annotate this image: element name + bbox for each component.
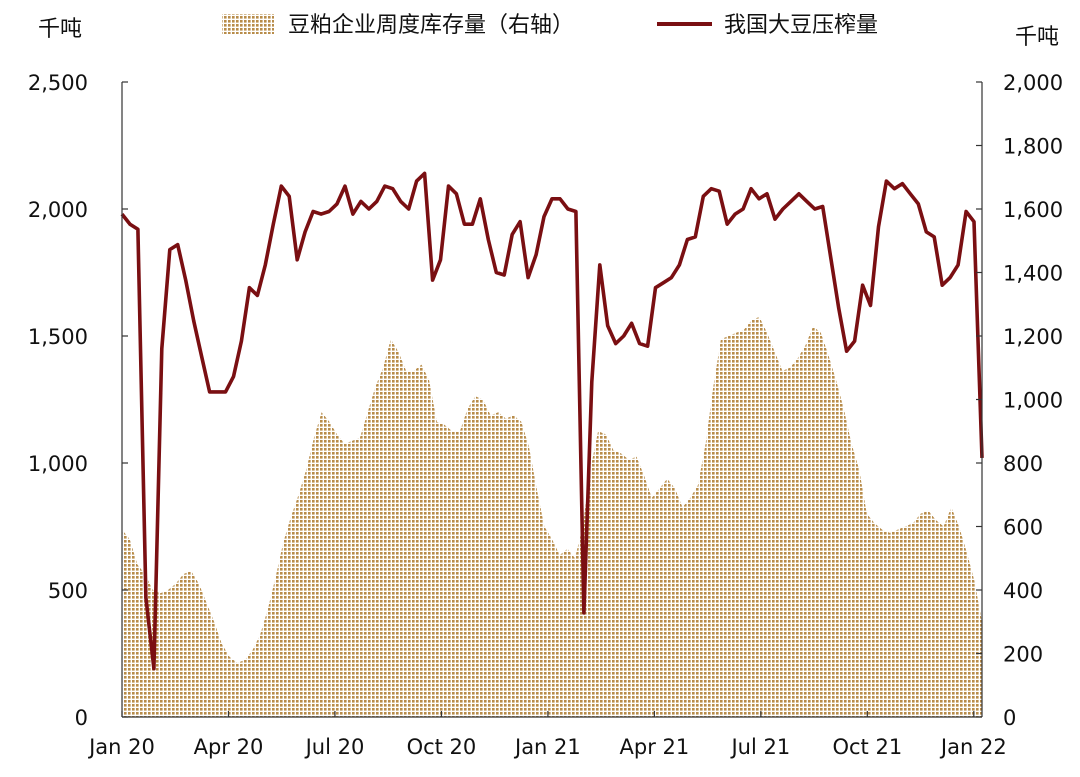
left-axis-unit: 千吨 xyxy=(38,17,82,42)
x-tick-label: Jul 20 xyxy=(304,735,365,759)
right-tick-label: 0 xyxy=(1003,706,1016,730)
right-tick-label: 1,600 xyxy=(1003,198,1063,222)
x-tick-label: Apr 21 xyxy=(620,735,690,759)
x-tick-label: Oct 21 xyxy=(832,735,902,759)
x-tick-label: Jul 21 xyxy=(729,735,790,759)
x-tick-label: Jan 22 xyxy=(939,735,1007,759)
left-tick-label: 0 xyxy=(75,706,88,730)
x-tick-label: Oct 20 xyxy=(407,735,477,759)
left-tick-label: 500 xyxy=(48,579,88,603)
crush-line xyxy=(120,171,984,671)
right-tick-label: 400 xyxy=(1003,579,1043,603)
left-tick-label: 2,500 xyxy=(28,71,88,95)
x-tick-label: Jan 21 xyxy=(513,735,581,759)
inventory-area xyxy=(122,316,982,717)
left-axis-ticks: 0 500 1,000 1,500 2,000 2,500 xyxy=(28,71,128,730)
legend-label-crush: 我国大豆压榨量 xyxy=(724,13,878,38)
right-axis-ticks: 0 200 400 600 800 1,000 1,200 1,400 1,600 1,800 2,… xyxy=(976,71,1063,730)
right-tick-label: 1,200 xyxy=(1003,325,1063,349)
left-tick-label: 2,000 xyxy=(28,198,88,222)
right-tick-label: 800 xyxy=(1003,452,1043,476)
right-tick-label: 200 xyxy=(1003,643,1043,667)
right-tick-label: 2,000 xyxy=(1003,71,1063,95)
right-axis-unit: 千吨 xyxy=(1015,25,1059,50)
legend-swatch-inventory xyxy=(222,14,274,34)
right-tick-label: 1,000 xyxy=(1003,389,1063,413)
legend-label-inventory: 豆粕企业周度库存量（右轴） xyxy=(288,13,574,38)
right-tick-label: 1,800 xyxy=(1003,135,1063,159)
left-tick-label: 1,500 xyxy=(28,325,88,349)
crush-line-layer xyxy=(120,171,984,671)
right-tick-label: 1,400 xyxy=(1003,262,1063,286)
x-tick-label: Jan 20 xyxy=(87,735,155,759)
inventory-area-layer xyxy=(122,316,982,717)
left-tick-label: 1,000 xyxy=(28,452,88,476)
right-tick-label: 600 xyxy=(1003,516,1043,540)
x-axis-ticks: Jan 20 Apr 20 Jul 20 Oct 20 Jan 21 Apr 21 Jul … xyxy=(87,711,1007,759)
legend: 豆粕企业周度库存量（右轴） 我国大豆压榨量 xyxy=(222,13,878,38)
x-tick-label: Apr 20 xyxy=(194,735,264,759)
